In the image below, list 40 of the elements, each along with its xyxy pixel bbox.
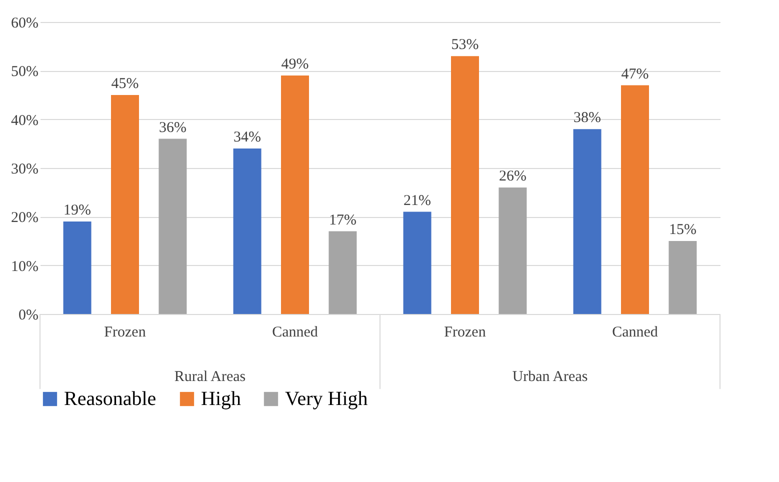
x-tick-label: Frozen [444,324,486,340]
bar [498,187,527,314]
text: Rural Areas [174,369,246,385]
data-label: 15% [668,222,696,238]
y-tick-label: 0% [18,308,38,324]
y-tick-label: 40% [11,112,38,129]
bar [63,222,92,314]
legend-label: Very High [285,388,368,410]
bar [281,76,309,314]
data-label: 45% [111,76,139,92]
data-label: 17% [328,212,356,228]
bar [573,129,602,314]
bar [621,85,649,314]
legend-label: Reasonable [64,388,156,410]
data-label: 47% [621,66,649,82]
legend-label: High [201,388,241,410]
data-label: 34% [234,130,262,146]
x-tick-label: Canned [272,324,318,340]
data-label: 49% [281,56,309,73]
y-tick-label: 30% [11,162,38,178]
bar [403,212,432,314]
y-tick-label: 10% [11,258,38,275]
x-tick-label: Frozen [104,324,146,340]
x-tick-label: Canned [612,324,658,340]
data-label: 19% [64,202,92,219]
bar [328,231,357,314]
data-label: 21% [404,192,432,209]
bar [668,241,697,314]
y-tick-label: 20% [11,210,38,226]
bar [451,56,479,314]
bar [111,95,139,314]
data-label: 26% [498,168,526,184]
text: Urban Areas [512,369,588,385]
y-tick-label: 60% [11,16,38,32]
bar [158,138,187,314]
bar [233,148,262,314]
y-tick-label: 50% [11,64,38,80]
data-label: 36% [158,120,186,136]
data-label: 53% [451,37,479,54]
data-label: 38% [574,110,602,126]
